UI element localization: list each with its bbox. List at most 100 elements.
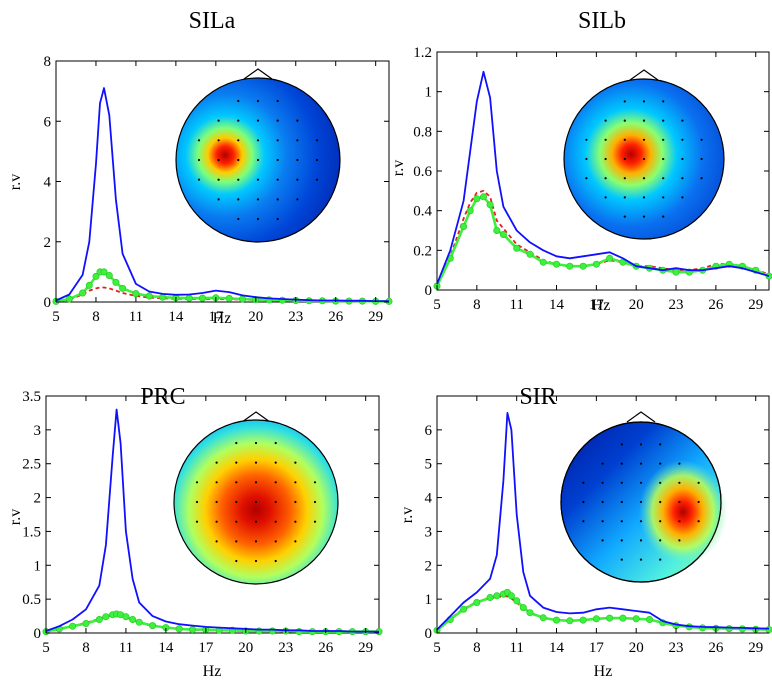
electrode-dot: [623, 196, 626, 199]
electrode-dot: [276, 119, 279, 122]
data-point: [122, 613, 130, 621]
data-point: [102, 613, 110, 621]
electrode-dot: [639, 462, 643, 465]
series-line-red: [436, 595, 770, 631]
electrode-dot: [639, 481, 643, 484]
electrode-dot: [217, 198, 220, 201]
electrode-dot: [256, 178, 260, 181]
electrode-dot: [582, 481, 585, 484]
electrode-dot: [681, 196, 684, 199]
y-tick-label: 2: [34, 491, 42, 507]
y-axis-label: r.v: [399, 507, 416, 523]
electrode-dot: [294, 520, 297, 523]
y-tick-label: 0.5: [22, 592, 41, 608]
electrode-dot: [294, 481, 297, 484]
electrode-dot: [604, 196, 607, 199]
electrode-dot: [235, 441, 238, 445]
y-tick-label: 0.6: [413, 164, 432, 180]
data-point: [645, 615, 653, 623]
series-line-blue: [45, 408, 379, 633]
y-tick-label: 0.2: [413, 243, 432, 259]
data-point: [149, 622, 157, 630]
topomap-nose: [241, 411, 271, 423]
y-tick-label: 0: [44, 295, 52, 311]
x-tick-label: 14: [549, 640, 565, 656]
electrode-dot: [620, 481, 623, 484]
y-tick-label: 1: [425, 592, 433, 608]
electrode-dot: [642, 100, 646, 103]
electrode-dot: [296, 139, 299, 142]
electrode-dot: [681, 138, 684, 141]
electrode-dot: [235, 481, 238, 484]
series-line-blue: [436, 70, 770, 285]
electrode-dot: [659, 500, 662, 504]
electrode-dot: [296, 198, 299, 201]
y-tick-label: 8: [44, 54, 52, 70]
electrode-dot: [678, 481, 681, 484]
electrode-dot: [623, 215, 626, 218]
electrode-dot: [197, 139, 201, 142]
electrode-dot: [620, 520, 623, 523]
electrode-dot: [642, 177, 646, 180]
x-tick-label: 17: [589, 640, 605, 656]
svg-text:r.v: r.v: [7, 174, 24, 190]
electrode-dot: [195, 500, 199, 504]
panel-prc: PRC r.v Hz 0 0.5 1 1.5 2 2.5 3 3.5 5 8 11 14 17 20 23…: [7, 384, 383, 680]
electrode-dot: [296, 119, 299, 122]
data-point: [499, 231, 507, 239]
electrode-dot: [215, 500, 218, 504]
axes-frame: [436, 395, 770, 634]
electrode-dot: [313, 520, 317, 523]
electrode-dot: [256, 119, 260, 122]
electrode-dot: [659, 558, 662, 561]
electrode-dot: [294, 461, 297, 464]
electrode-dot: [274, 520, 277, 523]
data-point: [513, 597, 521, 605]
data-point: [278, 296, 286, 304]
data-point: [69, 622, 77, 630]
data-point: [539, 614, 547, 622]
data-point: [493, 227, 501, 235]
data-point: [552, 616, 560, 624]
data-point: [295, 628, 303, 636]
electrode-dot: [662, 100, 665, 103]
electrode-dot: [659, 462, 662, 465]
electrode-dot: [254, 461, 258, 464]
x-tick-label: 11: [509, 297, 523, 313]
electrode-dot: [585, 177, 588, 180]
electrode-dot: [274, 461, 277, 464]
topomap-hotspot: [639, 460, 727, 564]
data-point: [507, 592, 515, 600]
x-tick-label: 14: [158, 640, 174, 656]
electrode-dot: [681, 157, 684, 161]
electrode-dot: [623, 177, 626, 180]
electrode-dot: [315, 139, 319, 142]
electrode-dot: [639, 500, 643, 504]
electrode-dot: [678, 539, 681, 542]
svg-text:r.v: r.v: [399, 507, 416, 523]
x-tick-label: 26: [708, 640, 724, 656]
electrode-dot: [237, 178, 240, 181]
electrode-dot: [700, 177, 703, 180]
x-tick-label: 20: [629, 297, 644, 313]
data-point: [473, 598, 481, 606]
y-tick-label: 0: [425, 626, 433, 642]
data-point: [132, 290, 140, 298]
x-tick-label: 29: [748, 297, 763, 313]
electrode-dot: [215, 461, 218, 464]
electrode-dot: [639, 520, 643, 523]
x-axis-label: Hz: [594, 663, 613, 680]
x-tick-label: 8: [92, 309, 100, 325]
electrode-dot: [217, 139, 220, 142]
electrode-dot: [697, 481, 700, 484]
data-point: [189, 626, 197, 634]
electrode-dot: [697, 520, 700, 523]
electrode-dot: [254, 520, 258, 523]
data-point: [239, 295, 247, 303]
data-point: [145, 292, 153, 300]
electrode-dot: [296, 178, 299, 181]
electrode-dot: [274, 540, 277, 543]
electrode-dot: [697, 500, 700, 504]
electrode-dot: [294, 500, 297, 504]
